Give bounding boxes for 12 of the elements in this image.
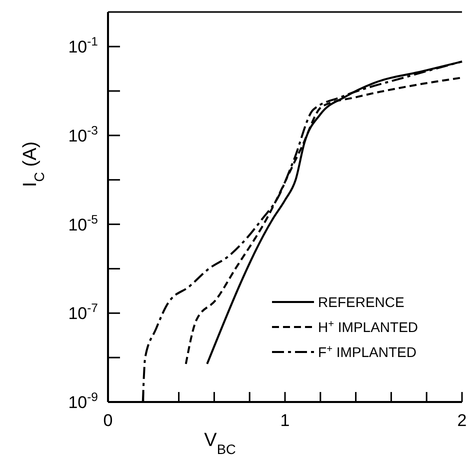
legend-label: REFERENCE [318, 294, 404, 310]
y-tick-label: 10$^{-5}$ [68, 212, 98, 234]
y-tick-label: 10$^{-7}$ [68, 301, 98, 324]
y-tick-label: 10$^{-9}$ [68, 390, 98, 412]
y-tick-label: 10$^{-1}$ [68, 34, 98, 57]
x-tick-label: 1 [280, 411, 290, 430]
y-tick-label: 10$^{-3}$ [68, 123, 98, 146]
legend-label: F$^{+}$ IMPLANTED [318, 344, 416, 360]
x-tick-label: 0 [103, 411, 113, 430]
x-axis-title: V$_{BC}$ [204, 430, 236, 456]
x-tick-label: 2 [457, 411, 467, 430]
legend-label: H$^{+}$ IMPLANTED [318, 318, 418, 335]
